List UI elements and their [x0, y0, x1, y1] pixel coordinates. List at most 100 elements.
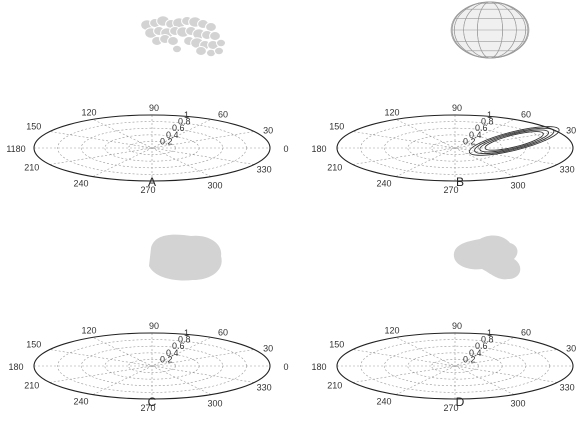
- inset-speckle: [167, 36, 179, 46]
- angle-tick-label: 60: [218, 109, 228, 119]
- contour-line: [474, 127, 555, 155]
- polar-boundary: [33, 332, 271, 400]
- panel-label: D: [456, 395, 465, 409]
- grid-spoke: [92, 119, 212, 177]
- radial-tick-label: 0.2: [160, 136, 173, 146]
- angle-tick-label: 90: [452, 321, 462, 331]
- contour-line: [479, 129, 550, 153]
- radial-tick-label: 0.6: [475, 341, 488, 351]
- radial-tick-label: 0.4: [166, 348, 179, 358]
- angle-tick-label: 270: [443, 185, 458, 195]
- angle-tick-label: 30: [566, 126, 576, 136]
- angle-tick-label: 150: [329, 122, 344, 132]
- panel-label: C: [148, 395, 157, 409]
- angle-tick-label: 0: [283, 362, 288, 372]
- radial-tick-label: 0.6: [172, 341, 185, 351]
- angle-tick-label: 210: [24, 381, 39, 391]
- angle-tick-label: 330: [560, 383, 575, 393]
- inset-speckle: [209, 31, 221, 41]
- angle-tick-label: 180: [311, 362, 326, 372]
- grid-spoke: [352, 349, 558, 383]
- polar-boundary: [33, 114, 271, 182]
- radial-tick-label: 0.2: [463, 354, 476, 364]
- polar-panel-a: 0.20.40.60.81 0 30 60 90 120 150 1180 210 240 270 3…: [6, 15, 289, 195]
- radial-tick-label: 1: [487, 110, 492, 120]
- grid-spoke: [352, 349, 558, 383]
- angle-tick-label: 90: [149, 321, 159, 331]
- radial-tick-label: 0.4: [469, 130, 482, 140]
- angle-tick-label: 150: [329, 340, 344, 350]
- grid-spoke: [49, 349, 255, 383]
- angle-tick-label: 150: [26, 340, 41, 350]
- radial-tick-label: 0.8: [178, 335, 191, 345]
- contour-line: [484, 131, 544, 151]
- angle-tick-label: 60: [521, 327, 531, 337]
- radial-tick-label: 0.4: [469, 348, 482, 358]
- angle-tick-label: 120: [81, 107, 96, 117]
- angle-tick-label: 210: [24, 163, 39, 173]
- radial-tick-label: 0.4: [166, 130, 179, 140]
- radial-tick-label: 0.8: [481, 335, 494, 345]
- grid-spoke: [49, 131, 255, 165]
- panel-label: A: [148, 175, 156, 189]
- angle-tick-label: 1180: [6, 144, 25, 154]
- polar-panel-d: 0.20.40.60.81030609012015018021024027030…: [311, 235, 576, 413]
- inset-solid-blob: [149, 234, 222, 281]
- inset-meridian: [477, 1, 503, 59]
- radial-tick-label: 1: [184, 328, 189, 338]
- angle-tick-label: 90: [452, 103, 462, 113]
- angle-tick-label: 210: [327, 381, 342, 391]
- angle-tick-label: 300: [207, 399, 222, 409]
- grid-spoke: [49, 131, 255, 165]
- angle-tick-label: 150: [26, 122, 41, 132]
- angle-tick-label: 300: [510, 399, 525, 409]
- angle-tick-label: 90: [149, 103, 159, 113]
- angle-tick-label: 0: [283, 144, 288, 154]
- angle-tick-label: 300: [207, 181, 222, 191]
- angle-tick-label: 330: [560, 165, 575, 175]
- angle-tick-label: 300: [510, 181, 525, 191]
- angle-tick-label: 120: [384, 325, 399, 335]
- angle-tick-label: 240: [376, 179, 391, 189]
- angle-tick-label: 180: [311, 144, 326, 154]
- contour-line: [468, 126, 560, 156]
- grid-spoke: [395, 337, 515, 395]
- angle-tick-label: 330: [257, 165, 272, 175]
- polar-boundary: [336, 114, 574, 182]
- angle-tick-label: 120: [81, 325, 96, 335]
- angle-tick-label: 270: [443, 403, 458, 413]
- radial-tick-label: 0.8: [481, 117, 494, 127]
- grid-spoke: [49, 349, 255, 383]
- radial-tick-label: 0.2: [463, 136, 476, 146]
- angle-tick-label: 120: [384, 107, 399, 117]
- radial-tick-label: 0.8: [178, 117, 191, 127]
- angle-tick-label: 270: [140, 185, 155, 195]
- panel-label: B: [456, 175, 464, 189]
- radial-tick-label: 0.6: [172, 123, 185, 133]
- angle-tick-label: 240: [73, 179, 88, 189]
- angle-tick-label: 270: [140, 403, 155, 413]
- grid-spoke: [352, 131, 558, 165]
- angle-tick-label: 30: [566, 344, 576, 354]
- angle-tick-label: 30: [263, 344, 273, 354]
- angle-tick-label: 240: [73, 397, 88, 407]
- inset-speckle: [214, 46, 224, 56]
- angle-tick-label: 60: [521, 109, 531, 119]
- radial-tick-label: 1: [487, 328, 492, 338]
- grid-spoke: [92, 337, 212, 395]
- inset-speckle: [216, 38, 226, 48]
- grid-spoke: [395, 119, 515, 177]
- radial-tick-label: 0.6: [475, 123, 488, 133]
- angle-tick-label: 330: [257, 383, 272, 393]
- inset-lumpy-blob: [453, 235, 521, 280]
- radial-tick-label: 1: [184, 110, 189, 120]
- radial-tick-label: 0.2: [160, 354, 173, 364]
- grid-spoke: [352, 131, 558, 165]
- angle-tick-label: 30: [263, 126, 273, 136]
- inset-speckle: [195, 46, 207, 56]
- angle-tick-label: 210: [327, 163, 342, 173]
- polar-boundary: [336, 332, 574, 400]
- angle-tick-label: 60: [218, 327, 228, 337]
